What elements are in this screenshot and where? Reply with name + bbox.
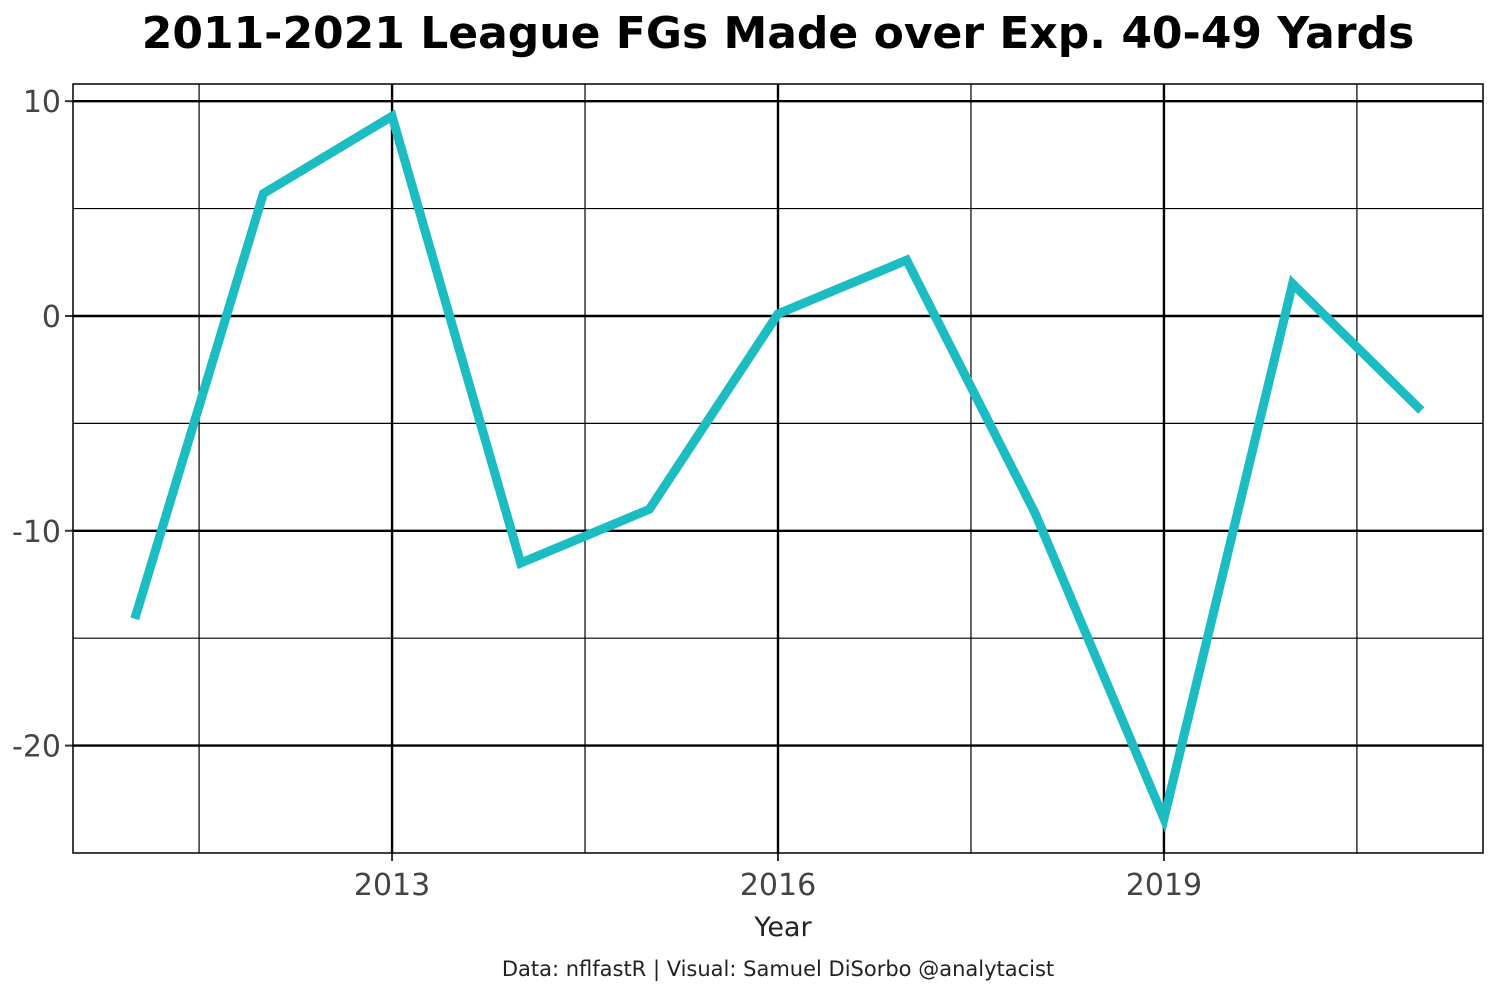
x-tick-label: 2019 [1126, 868, 1202, 903]
plot-border [72, 83, 1484, 854]
x-axis-label: Year [753, 912, 812, 943]
x-tick-label: 2013 [354, 868, 430, 903]
y-tick-label: -10 [12, 515, 61, 550]
x-tick-label: 2016 [740, 868, 816, 903]
y-tick-label: 10 [23, 85, 61, 120]
y-tick-label: 0 [42, 300, 61, 335]
y-tick-label: -20 [12, 730, 61, 765]
series-line [130, 109, 1425, 833]
chart-caption: Data: nflfastR | Visual: Samuel DiSorbo … [501, 957, 1055, 981]
chart-title: 2011-2021 League FGs Made over Exp. 40-4… [141, 8, 1415, 59]
